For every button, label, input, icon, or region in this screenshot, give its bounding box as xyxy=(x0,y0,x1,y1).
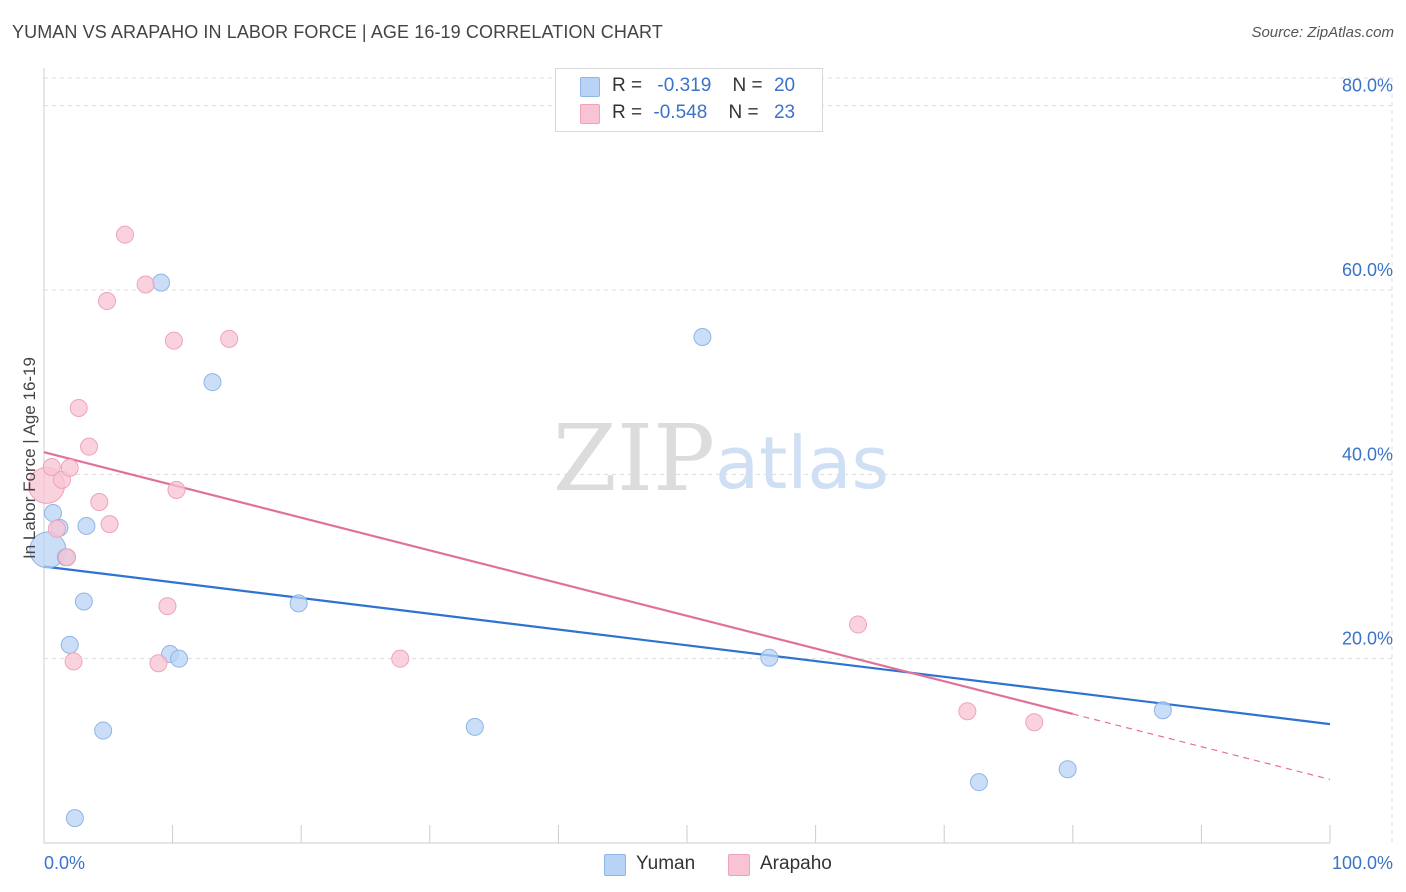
point-arapaho xyxy=(958,702,977,721)
tick-labels: 20.0% 40.0% 60.0% 80.0% 0.0% 100.0% xyxy=(44,76,1393,873)
y-tick-label: 20.0% xyxy=(1342,629,1393,649)
point-yuman xyxy=(1153,701,1172,720)
point-arapaho xyxy=(58,548,77,567)
y-tick-label: 60.0% xyxy=(1342,260,1393,280)
point-yuman xyxy=(60,635,79,654)
point-yuman xyxy=(760,648,779,667)
point-arapaho xyxy=(100,515,119,534)
legend-n-label: N = xyxy=(728,102,759,123)
x-tick-label-min: 0.0% xyxy=(44,853,85,873)
x-tick-label-max: 100.0% xyxy=(1332,853,1393,873)
point-arapaho xyxy=(220,329,239,348)
source-label: Source: ZipAtlas.com xyxy=(1251,24,1394,41)
legend-r-label: R = xyxy=(612,75,643,96)
point-yuman xyxy=(74,592,93,611)
y-tick-label: 80.0% xyxy=(1342,76,1393,96)
point-yuman xyxy=(65,809,84,828)
trend-lines xyxy=(43,451,1331,780)
y-axis-label: In Labor Force | Age 16-19 xyxy=(20,357,39,559)
legend-r-value-arapaho: -0.548 xyxy=(653,102,708,123)
bottom-legend-swatch-arapaho xyxy=(728,854,750,876)
legend-r-value-yuman: -0.319 xyxy=(657,75,712,96)
legend-swatch-arapaho xyxy=(580,104,600,124)
bottom-legend-swatch-yuman xyxy=(604,854,626,876)
point-arapaho xyxy=(42,457,61,476)
axes xyxy=(43,68,1331,844)
point-arapaho xyxy=(116,225,135,244)
point-arapaho xyxy=(164,331,183,350)
point-yuman xyxy=(969,773,988,792)
point-yuman xyxy=(465,717,484,736)
correlation-legend: R = -0.319 N = 20 R = -0.548 N = 23 xyxy=(555,68,823,132)
watermark-zip: ZIP xyxy=(553,405,715,512)
point-arapaho xyxy=(158,597,177,616)
point-arapaho xyxy=(98,292,117,311)
point-yuman xyxy=(170,649,189,668)
trend-line-arapaho xyxy=(43,451,1074,716)
point-arapaho xyxy=(136,275,155,294)
point-arapaho xyxy=(90,492,109,511)
watermark: ZIP atlas xyxy=(553,405,889,512)
bottom-legend-label-yuman: Yuman xyxy=(636,853,696,874)
point-yuman xyxy=(94,721,113,740)
point-arapaho xyxy=(167,480,186,499)
data-points xyxy=(28,225,1172,828)
legend-n-value-arapaho: 23 xyxy=(773,102,796,123)
point-arapaho xyxy=(47,519,66,538)
trend-line-yuman xyxy=(43,565,1331,726)
y-tick-label: 40.0% xyxy=(1342,444,1393,464)
chart-title: YUMAN VS ARAPAHO IN LABOR FORCE | AGE 16… xyxy=(12,22,663,42)
point-yuman xyxy=(1058,760,1077,779)
legend-swatch-yuman xyxy=(580,77,600,97)
point-arapaho xyxy=(80,437,99,456)
legend-r-label: R = xyxy=(612,102,643,123)
bottom-legend-label-arapaho: Arapaho xyxy=(760,853,832,874)
point-arapaho xyxy=(69,398,88,417)
point-arapaho xyxy=(1025,713,1044,732)
point-yuman xyxy=(203,373,222,392)
legend-n-label: N = xyxy=(732,75,763,96)
point-yuman xyxy=(693,327,712,346)
point-yuman xyxy=(77,516,96,535)
point-yuman xyxy=(289,594,308,613)
point-arapaho xyxy=(149,654,168,673)
legend-n-value-yuman: 20 xyxy=(773,75,796,96)
watermark-atlas: atlas xyxy=(715,421,889,505)
point-arapaho xyxy=(391,649,410,668)
point-yuman xyxy=(152,273,171,292)
point-arapaho xyxy=(64,652,83,671)
trend-line-extension-arapaho xyxy=(1072,713,1331,780)
point-arapaho xyxy=(60,458,79,477)
point-arapaho xyxy=(849,615,868,634)
